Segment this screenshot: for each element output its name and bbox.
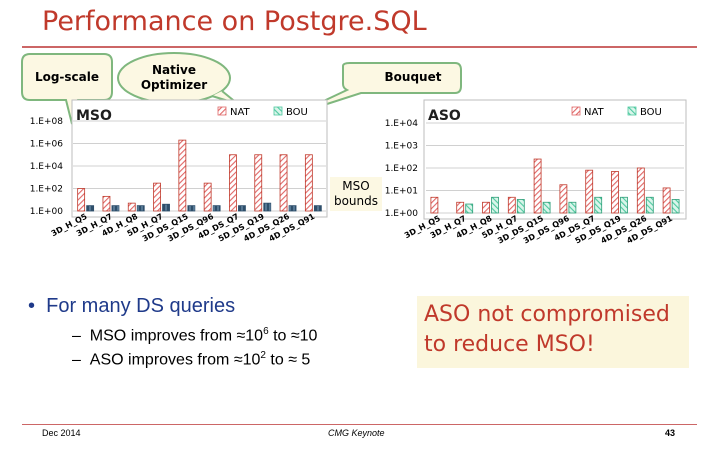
- aso-legend-bou-label: BOU: [640, 107, 662, 118]
- mso-y-tick-label: 1.E+06: [30, 140, 64, 150]
- slide-title: Performance on Postgre.SQL: [42, 6, 427, 37]
- aso-bar-bou: [645, 196, 654, 214]
- mso-bounds-callout: [330, 177, 382, 211]
- aso-y-tick-label: 1.E+04: [385, 119, 419, 129]
- log-scale-label: Log-scale: [34, 70, 100, 84]
- mso-improvement-exponent: 6: [263, 326, 269, 337]
- aso-improvement-exponent: 2: [260, 350, 266, 361]
- mso-bar-nat: [153, 182, 161, 212]
- aso-bar-bou: [491, 196, 499, 214]
- footer-page-number: 43: [665, 428, 676, 438]
- mso-improvement-line: – MSO improves from ≈106 to ≈10: [72, 326, 318, 345]
- mso-bar-bou: [313, 205, 322, 212]
- aso-bar-nat: [482, 201, 490, 214]
- mso-bar-nat: [102, 195, 111, 212]
- aso-bar-bou: [568, 201, 577, 214]
- mso-bar-nat: [77, 188, 86, 212]
- log-scale-callout: [21, 53, 113, 125]
- mso-legend-bou-label: BOU: [286, 107, 308, 118]
- mso-bar-bou: [136, 205, 145, 212]
- mso-bar-nat: [304, 154, 313, 212]
- aso-bar-nat: [456, 201, 465, 214]
- mso-bar-bou: [263, 202, 272, 212]
- bullet-text: • For many DS queries: [28, 295, 236, 317]
- mso-y-tick-label: 1.E+02: [30, 185, 63, 195]
- aso-y-tick-label: 1.E+00: [385, 209, 419, 219]
- aso-bar-bou: [465, 203, 474, 214]
- aso-bar-nat: [430, 196, 439, 214]
- native-optimizer-label: Native Optimizer: [140, 63, 208, 92]
- aso-bar-bou: [620, 196, 628, 214]
- mso-chart-title: MSO: [76, 108, 112, 124]
- bullet-label: For many DS queries: [46, 295, 236, 317]
- mso-bar-nat: [254, 154, 263, 212]
- aso-y-tick-label: 1.E+01: [385, 187, 418, 197]
- mso-y-tick-label: 1.E+00: [30, 207, 64, 217]
- aso-statement-line-1: ASO not compromised: [424, 302, 670, 327]
- mso-legend-bou-swatch: [273, 106, 283, 116]
- aso-bar-bou: [542, 201, 551, 214]
- aso-y-tick-label: 1.E+02: [385, 164, 418, 174]
- mso-y-tick-label: 1.E+08: [30, 117, 64, 127]
- bouquet-callout: [295, 62, 462, 115]
- mso-y-tick-label: 1.E+04: [30, 162, 64, 172]
- mso-bar-bou: [288, 205, 297, 212]
- mso-improvement-prefix: MSO improves from ≈10: [89, 327, 264, 345]
- footer-divider: [22, 424, 697, 425]
- mso-bar-bou: [162, 203, 170, 212]
- mso-bar-bou: [111, 205, 120, 212]
- mso-bounds-label: MSO bounds: [333, 179, 379, 208]
- aso-improvement-prefix: ASO improves from ≈10: [89, 351, 261, 369]
- title-divider: [22, 46, 697, 48]
- mso-bar-nat: [127, 202, 136, 212]
- footer-date: Dec 2014: [42, 428, 81, 438]
- mso-bar-bou: [212, 205, 221, 212]
- aso-improvement-suffix: to ≈ 5: [265, 351, 311, 369]
- aso-legend-bou-swatch: [627, 106, 637, 116]
- aso-legend-nat-label: NAT: [584, 107, 605, 118]
- aso-bar-bou: [516, 199, 525, 214]
- mso-bar-nat: [178, 139, 187, 212]
- aso-chart-title: ASO: [428, 108, 461, 124]
- aso-bar-nat: [507, 196, 516, 214]
- aso-bar-nat: [636, 167, 645, 214]
- aso-legend-nat-swatch: [571, 106, 581, 116]
- mso-bar-bou: [238, 205, 246, 212]
- aso-statement-box: ASO not compromised to reduce MSO!: [417, 296, 689, 368]
- footer-event: CMG Keynote: [328, 428, 385, 438]
- aso-y-tick-label: 1.E+03: [385, 142, 418, 152]
- mso-bar-bou: [86, 205, 95, 212]
- bouquet-label: Bouquet: [384, 70, 442, 84]
- aso-statement: ASO not compromised to reduce MSO!: [424, 300, 670, 360]
- aso-bar-nat: [533, 158, 542, 214]
- aso-bar-bou: [594, 196, 603, 214]
- mso-bar-nat: [229, 154, 237, 212]
- aso-bar-nat: [559, 184, 568, 214]
- mso-bar-nat: [203, 182, 212, 212]
- aso-bar-nat: [585, 169, 594, 214]
- aso-statement-line-2: to reduce MSO!: [424, 332, 595, 357]
- aso-bar-nat: [662, 187, 671, 214]
- mso-improvement-suffix: to ≈10: [268, 327, 318, 345]
- mso-bar-bou: [187, 205, 196, 212]
- mso-bar-nat: [279, 154, 288, 212]
- aso-bar-nat: [611, 171, 619, 214]
- mso-legend-nat-swatch: [217, 106, 227, 116]
- aso-bar-bou: [671, 199, 680, 214]
- aso-improvement-line: – ASO improves from ≈102 to ≈ 5: [72, 350, 311, 369]
- mso-legend-nat-label: NAT: [230, 107, 251, 118]
